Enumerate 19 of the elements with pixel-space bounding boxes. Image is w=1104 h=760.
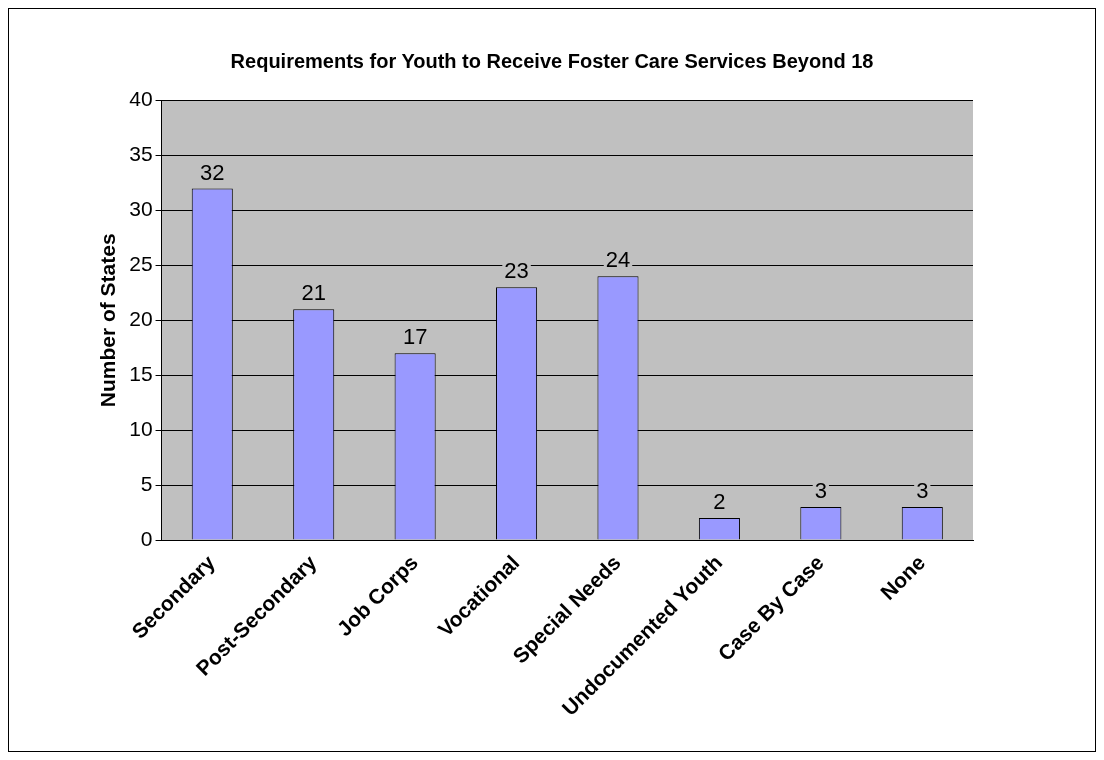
- data-label: 23: [504, 258, 529, 284]
- y-tick-label: 20: [129, 307, 153, 331]
- data-label: 17: [402, 324, 428, 350]
- data-label: 2: [713, 489, 726, 515]
- y-tick-label: 40: [129, 87, 153, 111]
- y-tick-label: 35: [129, 142, 153, 166]
- y-tick-label: 0: [140, 526, 153, 550]
- data-label: 3: [814, 478, 827, 504]
- y-tick-label: 10: [129, 416, 153, 440]
- data-label: 32: [200, 159, 225, 185]
- y-tick-label: 5: [140, 471, 153, 495]
- y-axis-title: Number of States: [96, 233, 120, 408]
- chart-title: Requirements for Youth to Receive Foster Care Services Beyond 18: [229, 49, 875, 74]
- y-tick-label: 15: [129, 362, 153, 386]
- data-label: 21: [301, 280, 326, 306]
- y-tick-label: 30: [129, 197, 153, 221]
- data-label: 24: [605, 247, 631, 273]
- y-tick-label: 25: [129, 252, 153, 276]
- data-label: 3: [916, 478, 929, 504]
